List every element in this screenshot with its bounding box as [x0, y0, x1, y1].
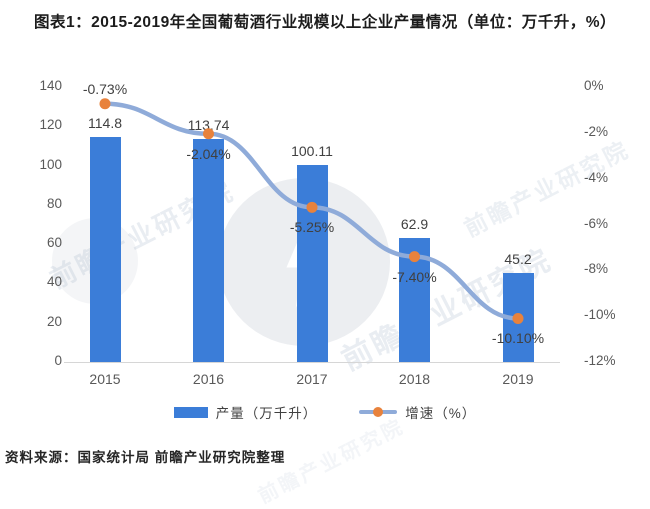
- growth-value-label: -7.40%: [392, 268, 437, 285]
- growth-value-label: -10.10%: [491, 330, 545, 347]
- bar-value-label: 100.11: [291, 143, 333, 160]
- bar: [193, 138, 224, 362]
- right-axis-tick: -6%: [584, 215, 609, 231]
- chart-title: 图表1：2015-2019年全国葡萄酒行业规模以上企业产量情况（单位：万千升，%…: [33, 14, 617, 31]
- left-axis-tick: 100: [39, 156, 62, 172]
- chart-canvas: 前瞻产业研究院 前瞻产业研究院 前瞻产业研究院 前瞻产业研究院 图表1：2015…: [0, 14, 650, 508]
- left-axis-tick: 140: [39, 78, 62, 93]
- bar-value-label: 113.74: [187, 116, 230, 133]
- right-axis-tick: -2%: [584, 123, 609, 139]
- bar-value-label: 45.2: [504, 251, 532, 268]
- legend: 产量（万千升） 增速（%）: [0, 402, 650, 422]
- right-axis-tick: 0%: [584, 78, 604, 93]
- bar: [502, 273, 534, 362]
- right-axis-tick: -8%: [584, 261, 609, 277]
- left-axis-tick: 120: [39, 117, 62, 133]
- x-axis-label: 2015: [89, 371, 121, 387]
- bar: [296, 165, 328, 362]
- left-axis-tick: 20: [46, 313, 62, 329]
- bar: [399, 238, 430, 362]
- x-axis-label: 2018: [398, 371, 431, 387]
- right-axis-tick: -12%: [584, 353, 616, 368]
- left-axis-tick: 80: [46, 195, 62, 211]
- line-marker: [99, 98, 111, 110]
- growth-value-label: -2.04%: [186, 145, 231, 162]
- right-axis-tick: -4%: [584, 169, 609, 185]
- legend-item-production: 产量（万千升）: [173, 402, 318, 422]
- legend-label: 产量（万千升）: [215, 406, 318, 421]
- left-axis-tick: 0: [54, 353, 62, 368]
- source-note: 资料来源：国家统计局 前瞻产业研究院整理: [5, 450, 286, 465]
- left-axis-tick: 60: [46, 235, 62, 251]
- legend-item-growth: 增速（%）: [359, 402, 476, 422]
- bar-value-label: 62.9: [400, 216, 429, 233]
- bar: [89, 136, 121, 362]
- growth-value-label: -0.73%: [82, 80, 128, 97]
- x-axis-label: 2019: [502, 371, 534, 387]
- right-axis-tick: -10%: [584, 307, 616, 323]
- legend-line-swatch-icon: [359, 406, 398, 418]
- left-axis-tick: 40: [46, 274, 62, 290]
- x-axis-line: [64, 362, 560, 363]
- legend-bar-swatch-icon: [173, 406, 208, 418]
- legend-label: 增速（%）: [405, 406, 477, 421]
- bar-value-label: 114.8: [88, 114, 122, 131]
- x-axis-label: 2017: [296, 371, 328, 387]
- growth-value-label: -5.25%: [289, 219, 335, 236]
- x-axis-label: 2016: [192, 371, 225, 387]
